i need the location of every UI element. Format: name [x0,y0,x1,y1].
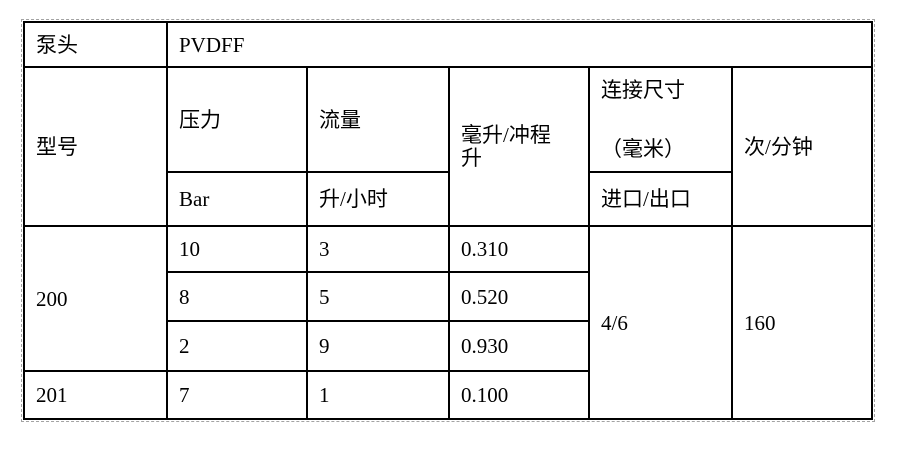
strokes-header-cell: 次/分钟 [731,66,873,227]
flow-unit-label: 升/小时 [319,187,388,211]
pressure-value-cell: 7 [166,370,308,420]
flow-value: 5 [319,284,330,309]
pressure-value-cell: 2 [166,320,308,372]
pressure-header-label: 压力 [179,107,221,132]
table-row: 泵头 PVDFF [23,21,873,68]
model-200-value: 200 [36,286,68,311]
flow-unit-cell: 升/小时 [306,171,450,227]
pressure-value: 7 [179,383,190,407]
flow-value-cell: 1 [306,370,450,420]
model-201-cell: 201 [23,370,168,420]
pump-head-label: 泵头 [36,32,78,57]
pressure-value: 8 [179,284,190,309]
model-200-cell: 200 [23,225,168,372]
ml-per-stroke-value: 0.930 [461,334,509,358]
model-201-value: 201 [36,383,68,407]
flow-value: 3 [319,237,330,261]
pressure-value: 2 [179,334,190,358]
ml-per-stroke-value-cell: 0.100 [448,370,590,420]
pump-head-value: PVDFF [179,32,245,57]
table-row: 8 5 0.520 [24,271,872,322]
ml-per-stroke-value: 0.520 [461,284,509,309]
connection-sub-cell: 进口/出口 [588,171,733,227]
pressure-unit-label: Bar [179,187,210,211]
connection-header-cell: 连接尺寸 （毫米） [588,66,733,173]
model-header-label: 型号 [36,134,78,159]
pump-head-label-cell: 泵头 [23,21,168,68]
pressure-value-cell: 10 [166,225,308,273]
pump-head-value-cell: PVDFF [166,21,873,68]
table-row: 2 9 0.930 [24,320,872,372]
table-row: Bar 升/小时 进口/出口 [24,171,872,227]
pump-spec-table: 泵头 PVDFF 型号 压力 流量 毫升/冲程 升 连接尺寸 （毫米） [23,21,873,420]
connection-value-cell: 4/6 [588,225,733,420]
connection-label-line2: （毫米） [601,137,685,161]
table-row: 型号 压力 流量 毫升/冲程 升 连接尺寸 （毫米） 次/分钟 [23,66,873,227]
ml-per-stroke-value-cell: 0.310 [448,225,590,273]
ml-per-stroke-header-cell: 毫升/冲程 升 [448,66,590,227]
pressure-unit-cell: Bar [166,171,308,227]
table-row: 201 7 1 0.100 [23,370,872,420]
flow-value-cell: 5 [306,271,450,322]
pressure-value: 10 [179,237,200,261]
pressure-value-cell: 8 [166,271,308,322]
flow-value-cell: 3 [306,225,450,273]
strokes-header-label: 次/分钟 [744,134,813,159]
connection-label-line1: 连接尺寸 [601,78,685,102]
ml-per-stroke-value: 0.100 [461,383,509,407]
strokes-value: 160 [744,310,776,335]
ml-per-stroke-label-line1: 毫升/冲程 [461,122,551,147]
ml-per-stroke-label-line2: 升 [461,145,482,170]
ml-per-stroke-value-cell: 0.520 [448,271,590,322]
flow-value: 9 [319,334,330,358]
table-row: 200 10 3 0.310 4/6 160 [23,225,873,420]
ml-per-stroke-value: 0.310 [461,237,509,261]
flow-header-cell: 流量 [306,66,450,173]
strokes-value-cell: 160 [731,225,873,420]
model-header-cell: 型号 [23,66,168,227]
flow-header-label: 流量 [319,107,361,132]
table-text-boundary: 泵头 PVDFF 型号 压力 流量 毫升/冲程 升 连接尺寸 （毫米） [21,19,875,422]
connection-value: 4/6 [601,310,628,335]
flow-value-cell: 9 [306,320,450,372]
flow-value: 1 [319,383,330,407]
pressure-header-cell: 压力 [166,66,308,173]
ml-per-stroke-value-cell: 0.930 [448,320,590,372]
connection-sub-label: 进口/出口 [601,187,691,211]
